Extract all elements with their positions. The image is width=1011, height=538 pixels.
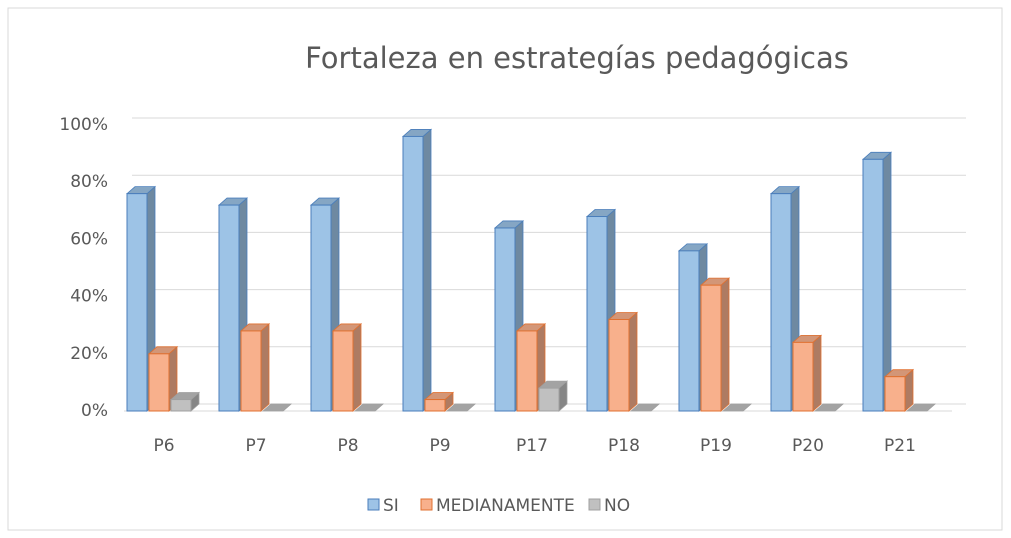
- x-tick-label: P7: [245, 436, 266, 456]
- bar-top: [905, 403, 937, 412]
- bar: [770, 193, 792, 412]
- x-tick-label: P6: [153, 436, 174, 456]
- bar: [126, 193, 148, 412]
- bar-top: [261, 403, 293, 412]
- bar-side: [260, 323, 270, 412]
- bar-side: [628, 311, 638, 412]
- x-tick-label: P8: [337, 436, 358, 456]
- bar: [538, 387, 560, 412]
- y-tick-label: 60%: [70, 229, 108, 249]
- bar: [608, 318, 630, 412]
- bar: [218, 204, 240, 412]
- x-tick-label: P19: [700, 436, 732, 456]
- bar-top: [721, 403, 753, 412]
- bar: [310, 204, 332, 412]
- legend-swatch: [420, 498, 433, 511]
- bar: [148, 353, 170, 412]
- legend-swatch: [367, 498, 380, 511]
- bar: [402, 135, 424, 412]
- bar-side: [812, 334, 822, 412]
- x-tick-label: P17: [516, 436, 548, 456]
- x-tick-label: P9: [429, 436, 450, 456]
- x-tick-label: P21: [884, 436, 916, 456]
- bar-side: [422, 128, 432, 412]
- bar: [170, 399, 192, 412]
- legend-label: MEDIANAMENTE: [436, 496, 575, 516]
- bar-side: [352, 323, 362, 412]
- bar-side: [720, 277, 730, 412]
- bar-top: [353, 403, 385, 412]
- chart-title: Fortaleza en estrategías pedagógicas: [305, 41, 849, 75]
- bar: [862, 158, 884, 412]
- bar: [884, 376, 906, 412]
- bar: [700, 284, 722, 412]
- bar: [494, 227, 516, 412]
- bar: [678, 250, 700, 412]
- bar: [792, 341, 814, 412]
- x-tick-label: P20: [792, 436, 824, 456]
- y-tick-label: 0%: [81, 401, 108, 421]
- y-tick-label: 40%: [70, 287, 108, 307]
- bar: [586, 216, 608, 412]
- bar-top: [629, 403, 661, 412]
- y-tick-label: 80%: [70, 172, 108, 192]
- y-tick-label: 20%: [70, 344, 108, 364]
- bar-top: [445, 403, 477, 412]
- bar-top: [813, 403, 845, 412]
- legend-label: NO: [604, 496, 630, 516]
- bar: [332, 330, 354, 412]
- x-tick-label: P18: [608, 436, 640, 456]
- legend-swatch: [588, 498, 601, 511]
- bar: [240, 330, 262, 412]
- y-tick-label: 100%: [59, 115, 108, 135]
- bar: [424, 399, 446, 412]
- legend-label: SI: [383, 496, 399, 516]
- bar: [516, 330, 538, 412]
